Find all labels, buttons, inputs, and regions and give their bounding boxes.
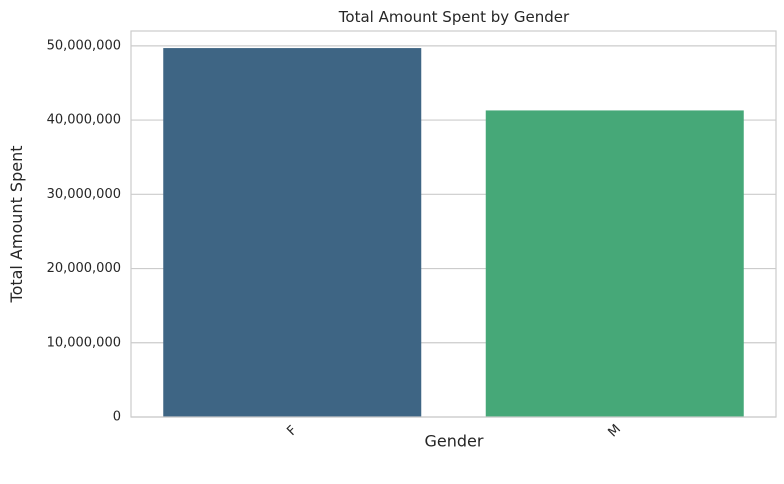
x-tick-label: M — [605, 422, 624, 441]
plot-area-frame — [130, 30, 777, 418]
y-tick-label: 0 — [113, 410, 121, 425]
y-tick-labels: 0 10,000,000 20,000,000 30,000,000 40,000,00… — [47, 38, 121, 424]
x-tick-label: F — [284, 423, 300, 439]
bar-f — [163, 48, 422, 417]
y-tick-label: 20,000,000 — [47, 261, 121, 276]
bars — [163, 48, 744, 417]
x-axis-label: Gender — [425, 432, 484, 451]
chart-title: Total Amount Spent by Gender — [338, 8, 570, 26]
y-tick-label: 30,000,000 — [47, 187, 121, 202]
y-tick-label: 10,000,000 — [47, 335, 121, 350]
bar-m — [485, 110, 744, 417]
y-tick-label: 40,000,000 — [47, 113, 121, 128]
y-axis-label: Total Amount Spent — [7, 146, 26, 304]
y-tick-label: 50,000,000 — [47, 38, 121, 53]
